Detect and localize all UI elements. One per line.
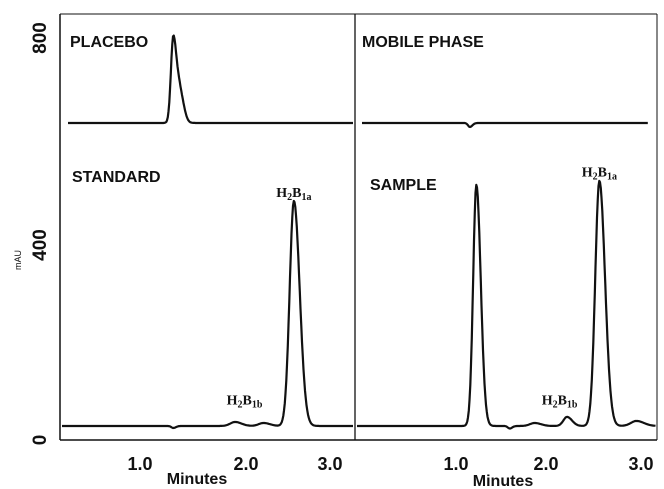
x-tick-label-left-3: 3.0 [317, 454, 342, 474]
peak-label-sample-1b: H2B1b [542, 393, 578, 410]
x-axis-label-right: Minutes [473, 473, 534, 489]
peak-label-standard-1b: H2B1b [227, 393, 263, 410]
panel-title-placebo: PLACEBO [70, 34, 148, 51]
x-tick-label-left-2: 2.0 [233, 454, 258, 474]
y-tick-label-400: 400 [30, 229, 51, 261]
x-axis-label-left: Minutes [167, 471, 228, 488]
panel-title-sample: SAMPLE [370, 177, 437, 194]
peak-label-standard-1a: H2B1a [276, 186, 311, 203]
y-tick-label-800: 800 [30, 22, 51, 54]
panel-title-mobile-phase: MOBILE PHASE [362, 34, 484, 51]
trace-sample [356, 179, 656, 430]
y-tick-label-0: 0 [30, 435, 51, 446]
x-tick-label-left-1: 1.0 [127, 454, 152, 474]
trace-standard [61, 199, 354, 430]
x-tick-label-right-3: 3.0 [628, 454, 653, 474]
y-axis-label: mAU [13, 250, 23, 270]
trace-mobile-phase [361, 121, 649, 129]
x-tick-label-right-1: 1.0 [443, 454, 468, 474]
trace-placebo [67, 34, 354, 125]
panel-title-standard: STANDARD [72, 169, 161, 186]
x-tick-label-right-2: 2.0 [533, 454, 558, 474]
peak-label-sample-1a: H2B1a [582, 166, 617, 183]
